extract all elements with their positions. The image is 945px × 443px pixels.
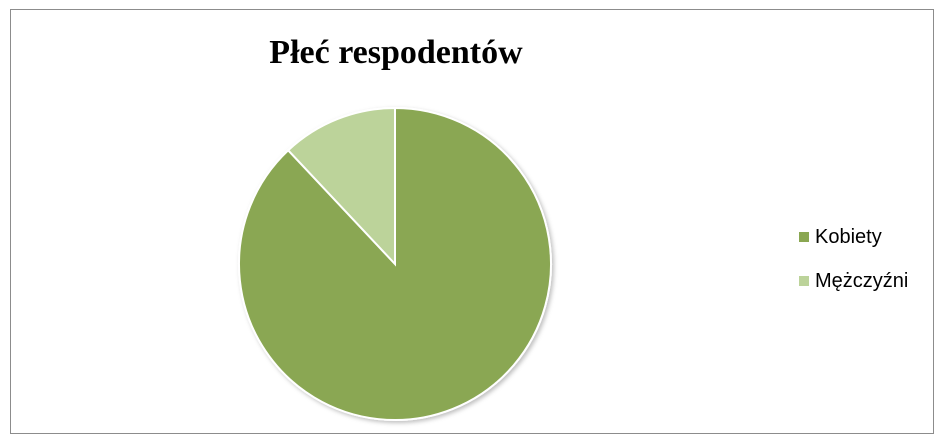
chart-frame: Płeć respodentów Kobiety Mężczyźni	[10, 9, 934, 434]
legend-swatch-mezczyzni	[799, 276, 809, 286]
pie-slice-mezczyzni	[286, 106, 396, 267]
chart-title: Płeć respodentów	[269, 34, 523, 71]
pie-chart	[238, 106, 552, 421]
legend-item-kobiety: Kobiety	[799, 224, 908, 250]
legend-item-mezczyzni: Mężczyźni	[799, 268, 908, 294]
legend: Kobiety Mężczyźni	[799, 224, 908, 312]
legend-label-kobiety: Kobiety	[815, 225, 882, 248]
legend-label-mezczyzni: Mężczyźni	[815, 269, 909, 292]
legend-swatch-kobiety	[799, 232, 809, 242]
